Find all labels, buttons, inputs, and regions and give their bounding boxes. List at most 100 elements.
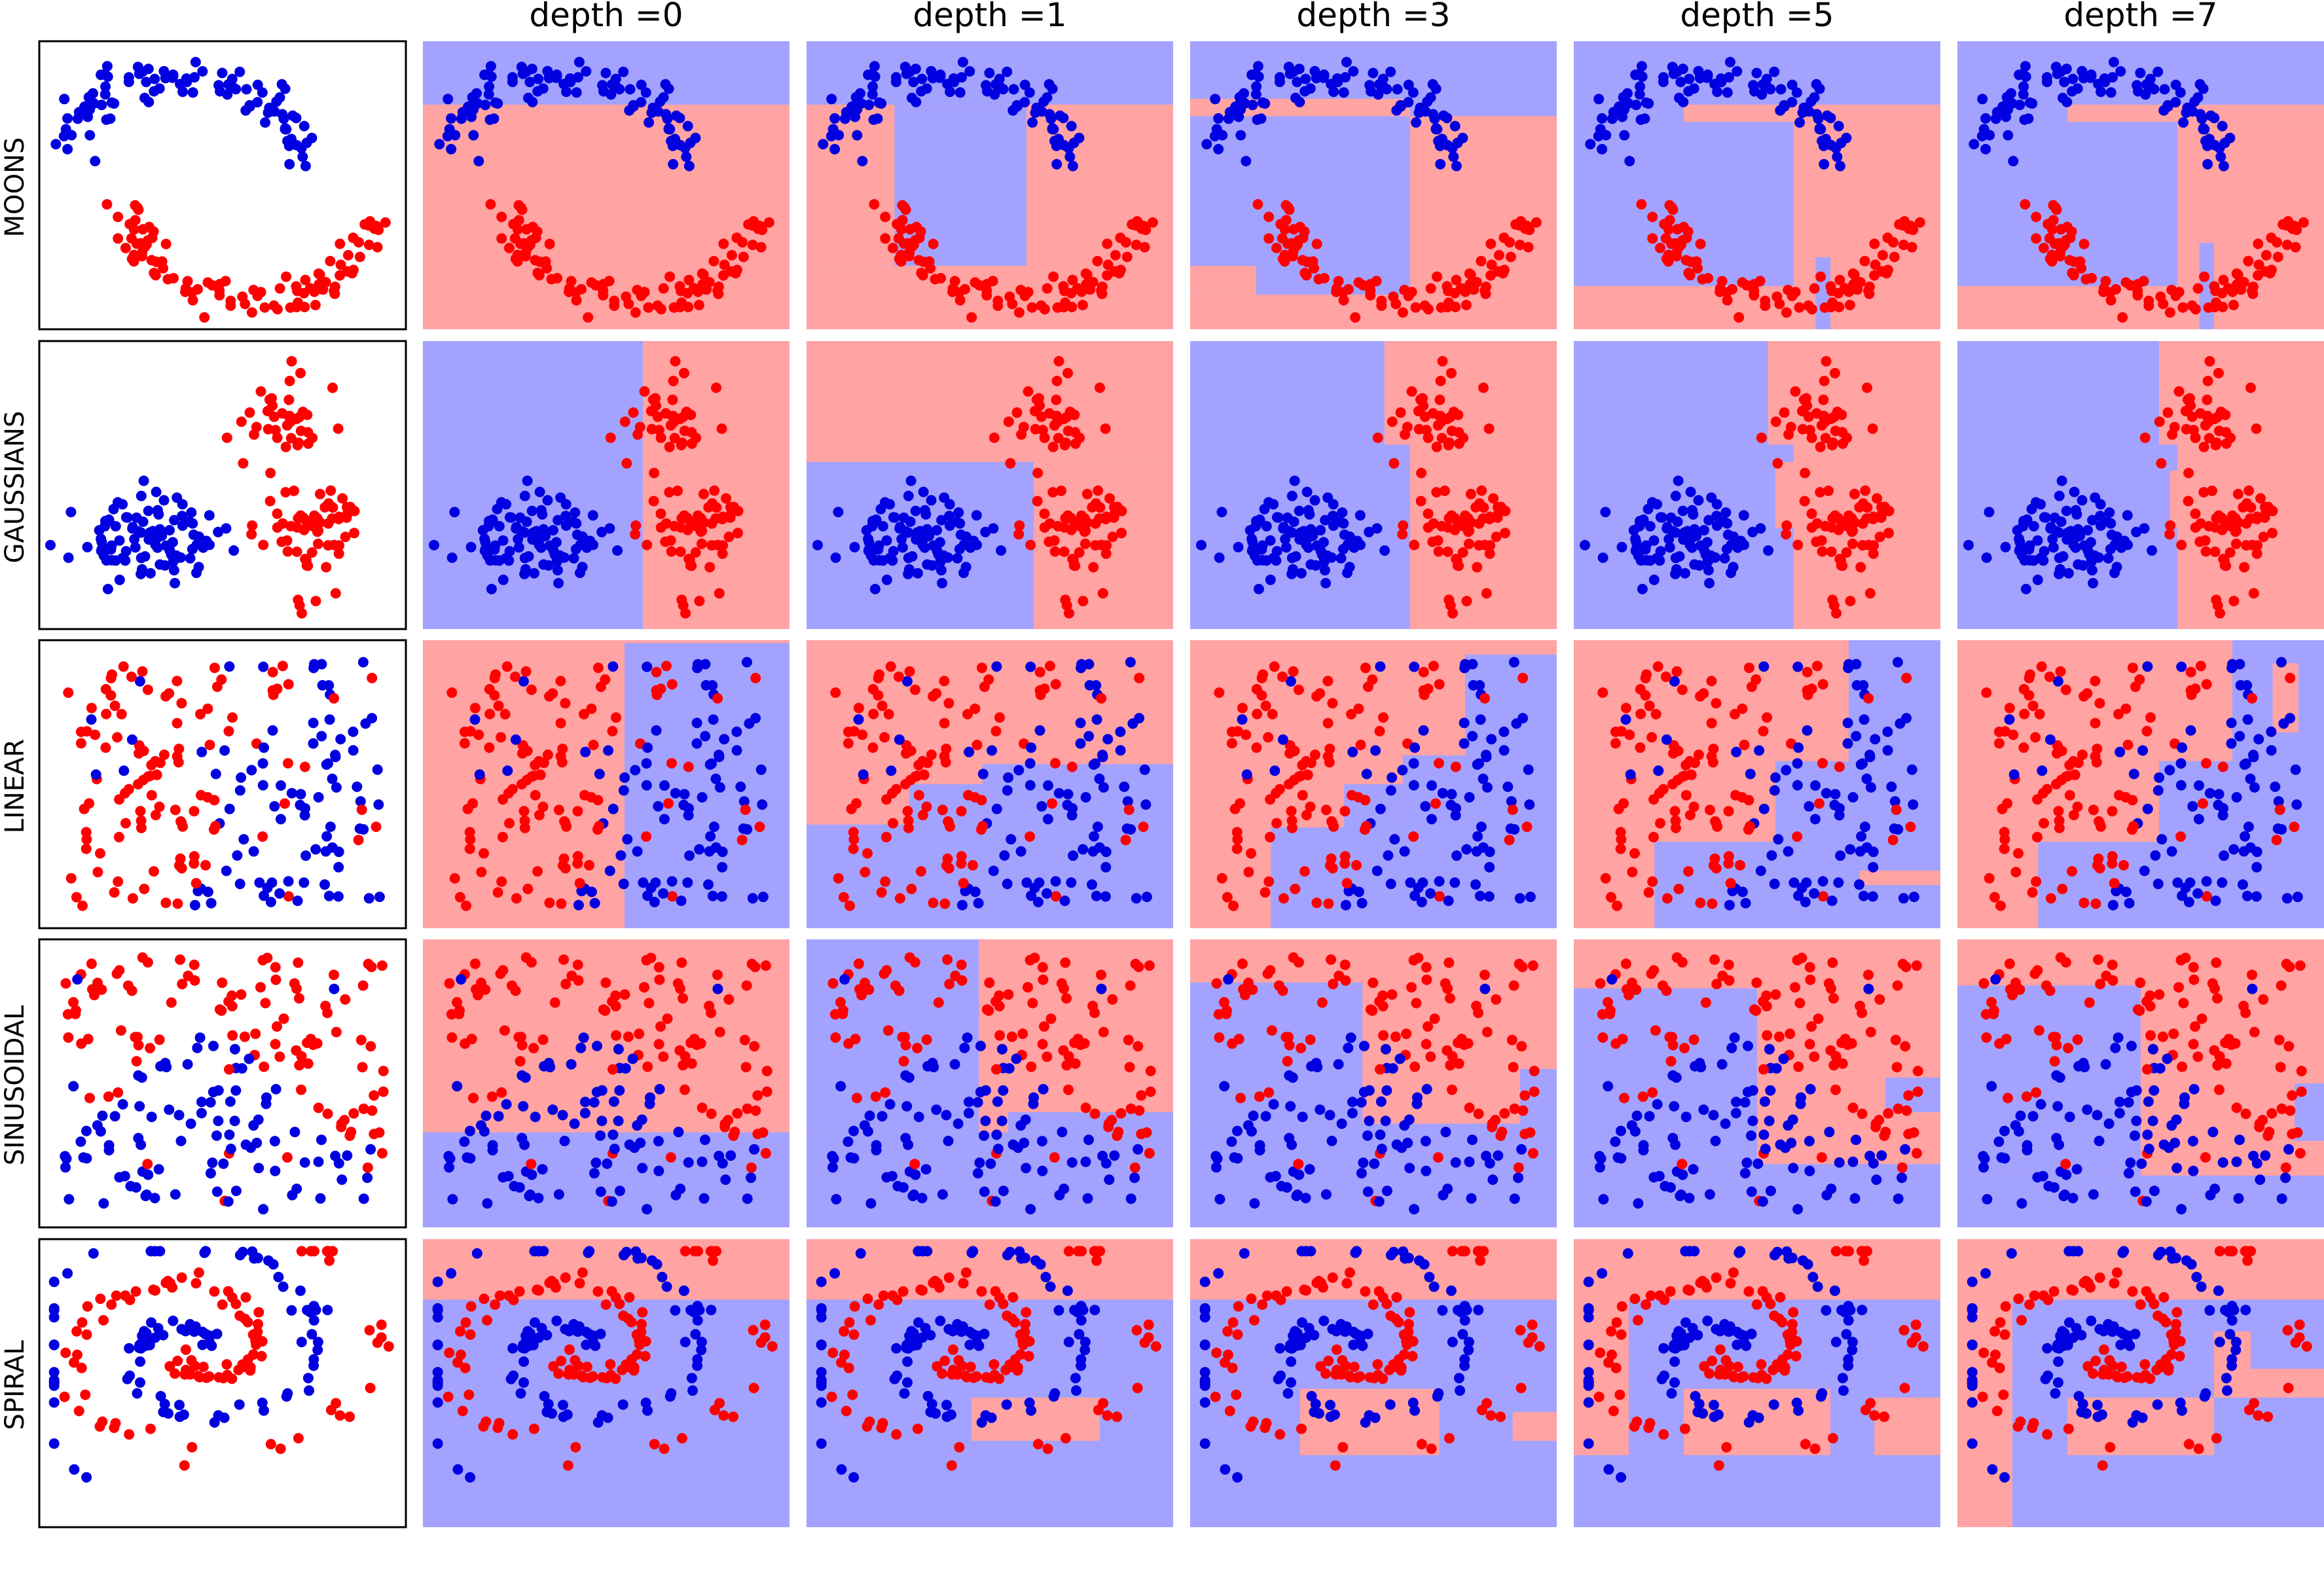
point-red bbox=[901, 748, 911, 759]
point-blue bbox=[919, 505, 930, 516]
point-blue bbox=[2037, 765, 2048, 776]
point-red bbox=[2041, 980, 2052, 991]
point-red bbox=[703, 502, 714, 513]
point-red bbox=[1809, 283, 1820, 294]
point-red bbox=[2247, 693, 2258, 704]
point-red bbox=[354, 237, 364, 248]
point-red bbox=[2066, 226, 2077, 237]
point-blue bbox=[1635, 516, 1645, 526]
point-blue bbox=[1631, 1110, 1643, 1121]
point-blue bbox=[1027, 117, 1038, 128]
point-blue bbox=[1047, 124, 1058, 135]
point-red bbox=[1470, 502, 1481, 513]
point-red bbox=[827, 978, 839, 989]
point-blue bbox=[1404, 1163, 1415, 1174]
point-blue bbox=[365, 1144, 376, 1155]
point-blue bbox=[991, 661, 1002, 672]
point-blue bbox=[975, 1087, 986, 1098]
point-blue bbox=[560, 499, 572, 510]
point-blue bbox=[434, 139, 445, 150]
point-red bbox=[843, 727, 854, 737]
point-red bbox=[1037, 425, 1048, 435]
point-blue bbox=[1092, 822, 1103, 832]
point-red bbox=[310, 596, 321, 607]
point-blue bbox=[1464, 1156, 1475, 1167]
point-red bbox=[264, 496, 276, 507]
point-red bbox=[1446, 510, 1457, 521]
point-red bbox=[2030, 732, 2041, 743]
point-red bbox=[1474, 540, 1485, 551]
point-blue bbox=[1996, 1152, 2007, 1163]
point-red bbox=[2067, 268, 2078, 278]
point-blue bbox=[1042, 92, 1053, 103]
point-blue bbox=[603, 745, 614, 756]
point-blue bbox=[158, 495, 170, 506]
point-red bbox=[277, 408, 287, 419]
point-red bbox=[172, 676, 183, 687]
point-blue bbox=[1265, 574, 1276, 585]
point-blue bbox=[1084, 679, 1095, 691]
point-blue bbox=[957, 56, 968, 67]
point-red bbox=[519, 815, 530, 826]
point-blue bbox=[1299, 86, 1311, 97]
point-blue bbox=[1854, 879, 1864, 890]
point-blue bbox=[1096, 983, 1107, 994]
point-red bbox=[1066, 761, 1078, 772]
point-blue bbox=[2061, 96, 2073, 107]
point-blue bbox=[1484, 846, 1495, 858]
point-red bbox=[2285, 1105, 2296, 1116]
point-red bbox=[1803, 300, 1814, 311]
point-red bbox=[678, 1060, 689, 1071]
point-blue bbox=[1865, 782, 1876, 793]
point-red bbox=[1846, 513, 1857, 524]
point-blue bbox=[910, 1169, 921, 1180]
point-blue bbox=[618, 878, 629, 890]
point-red bbox=[1857, 518, 1868, 529]
point-blue bbox=[927, 73, 938, 84]
point-blue bbox=[843, 1136, 854, 1148]
point-red bbox=[2221, 1058, 2232, 1069]
point-red bbox=[532, 226, 543, 237]
point-blue bbox=[2067, 73, 2079, 84]
point-blue bbox=[241, 84, 252, 95]
point-red bbox=[843, 738, 854, 749]
point-blue bbox=[196, 746, 208, 757]
point-red bbox=[2157, 1031, 2168, 1042]
point-red bbox=[1103, 1118, 1114, 1129]
point-blue bbox=[1898, 893, 1909, 904]
point-red bbox=[175, 816, 187, 827]
row-label-linear: LINEAR bbox=[0, 739, 30, 833]
point-red bbox=[916, 268, 927, 278]
point-blue bbox=[1241, 769, 1252, 780]
point-red bbox=[1647, 876, 1658, 887]
point-red bbox=[1796, 406, 1807, 416]
point-blue bbox=[1773, 834, 1784, 845]
point-red bbox=[679, 425, 690, 437]
point-blue bbox=[595, 1130, 606, 1141]
point-blue bbox=[1356, 1168, 1367, 1179]
point-red bbox=[1813, 1013, 1824, 1024]
point-red bbox=[956, 806, 967, 817]
point-red bbox=[1256, 672, 1267, 683]
point-blue bbox=[62, 1268, 73, 1279]
point-red bbox=[2004, 702, 2015, 714]
point-blue bbox=[1003, 772, 1014, 783]
point-blue bbox=[333, 891, 344, 902]
point-blue bbox=[1498, 726, 1510, 737]
point-blue bbox=[137, 516, 149, 527]
point-blue bbox=[1845, 844, 1856, 855]
point-blue bbox=[1383, 850, 1394, 861]
point-red bbox=[1062, 368, 1073, 378]
point-blue bbox=[697, 792, 708, 803]
point-blue bbox=[612, 545, 623, 556]
point-blue bbox=[1019, 79, 1030, 90]
point-red bbox=[1061, 1060, 1072, 1071]
point-red bbox=[210, 821, 221, 832]
point-red bbox=[1039, 508, 1050, 519]
point-blue bbox=[1770, 772, 1781, 783]
point-red bbox=[1509, 1103, 1520, 1114]
point-red bbox=[853, 958, 864, 969]
point-red bbox=[990, 726, 1002, 736]
point-red bbox=[1841, 547, 1852, 558]
point-red bbox=[1263, 1087, 1275, 1098]
